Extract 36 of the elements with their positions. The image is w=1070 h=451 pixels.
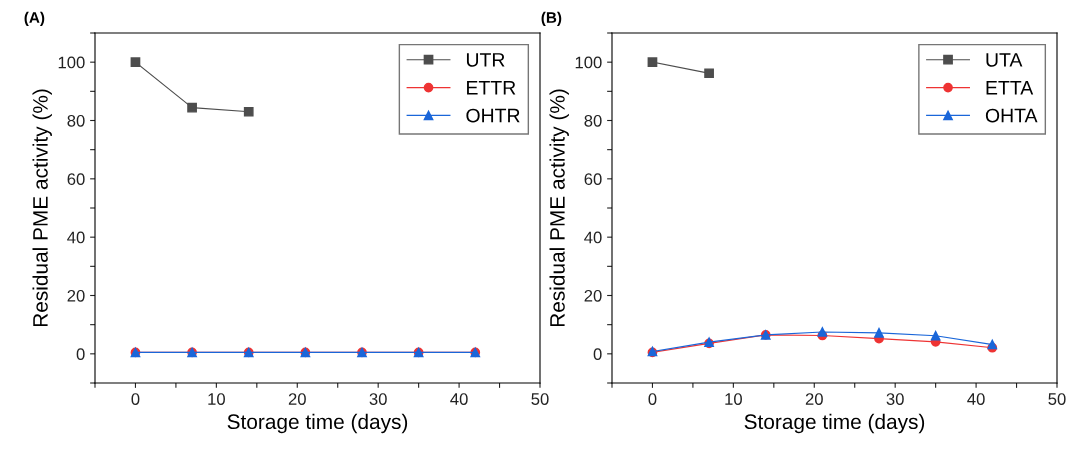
- x-tick-label: 0: [648, 393, 657, 405]
- y-axis-title: Residual PME activity (%): [549, 89, 569, 327]
- x-tick-label: 40: [967, 393, 985, 405]
- y-tick-label: 100: [58, 56, 85, 69]
- y-tick-label: 20: [67, 289, 85, 302]
- x-axis-title: Storage time (days): [227, 413, 408, 434]
- legend-label: OHTA: [985, 108, 1038, 123]
- legend-label: ETTA: [986, 81, 1034, 95]
- x-tick-label: 30: [369, 393, 387, 405]
- x-tick-label: 10: [208, 393, 225, 405]
- x-tick-label: 30: [886, 393, 904, 405]
- y-tick-label: 100: [575, 56, 602, 69]
- legend-label: UTA: [986, 53, 1023, 67]
- y-tick-label: 40: [67, 231, 85, 244]
- chart-title: (B): [541, 11, 562, 26]
- y-tick-label: 40: [584, 231, 602, 244]
- x-axis-title: Storage time (days): [744, 413, 925, 434]
- x-tick-label: 20: [288, 393, 306, 405]
- legend-label: OHTR: [466, 108, 520, 123]
- x-tick-label: 0: [131, 393, 140, 405]
- y-tick-label: 60: [67, 173, 85, 186]
- y-tick-label: 80: [67, 114, 85, 127]
- x-tick-label: 50: [1048, 393, 1066, 405]
- y-tick-label: 80: [584, 114, 602, 127]
- y-tick-label: 0: [76, 348, 85, 361]
- y-tick-label: 20: [584, 289, 602, 302]
- legend-label: ETTR: [467, 81, 516, 95]
- legend-label: UTR: [466, 53, 505, 67]
- x-tick-label: 40: [450, 393, 468, 405]
- x-tick-label: 50: [531, 393, 549, 405]
- chart-title: (A): [24, 11, 45, 26]
- x-tick-label: 10: [725, 393, 742, 405]
- y-tick-label: 0: [593, 348, 602, 361]
- x-tick-label: 20: [805, 393, 823, 405]
- y-tick-label: 60: [584, 173, 602, 186]
- y-axis-title: Residual PME activity (%): [32, 89, 52, 327]
